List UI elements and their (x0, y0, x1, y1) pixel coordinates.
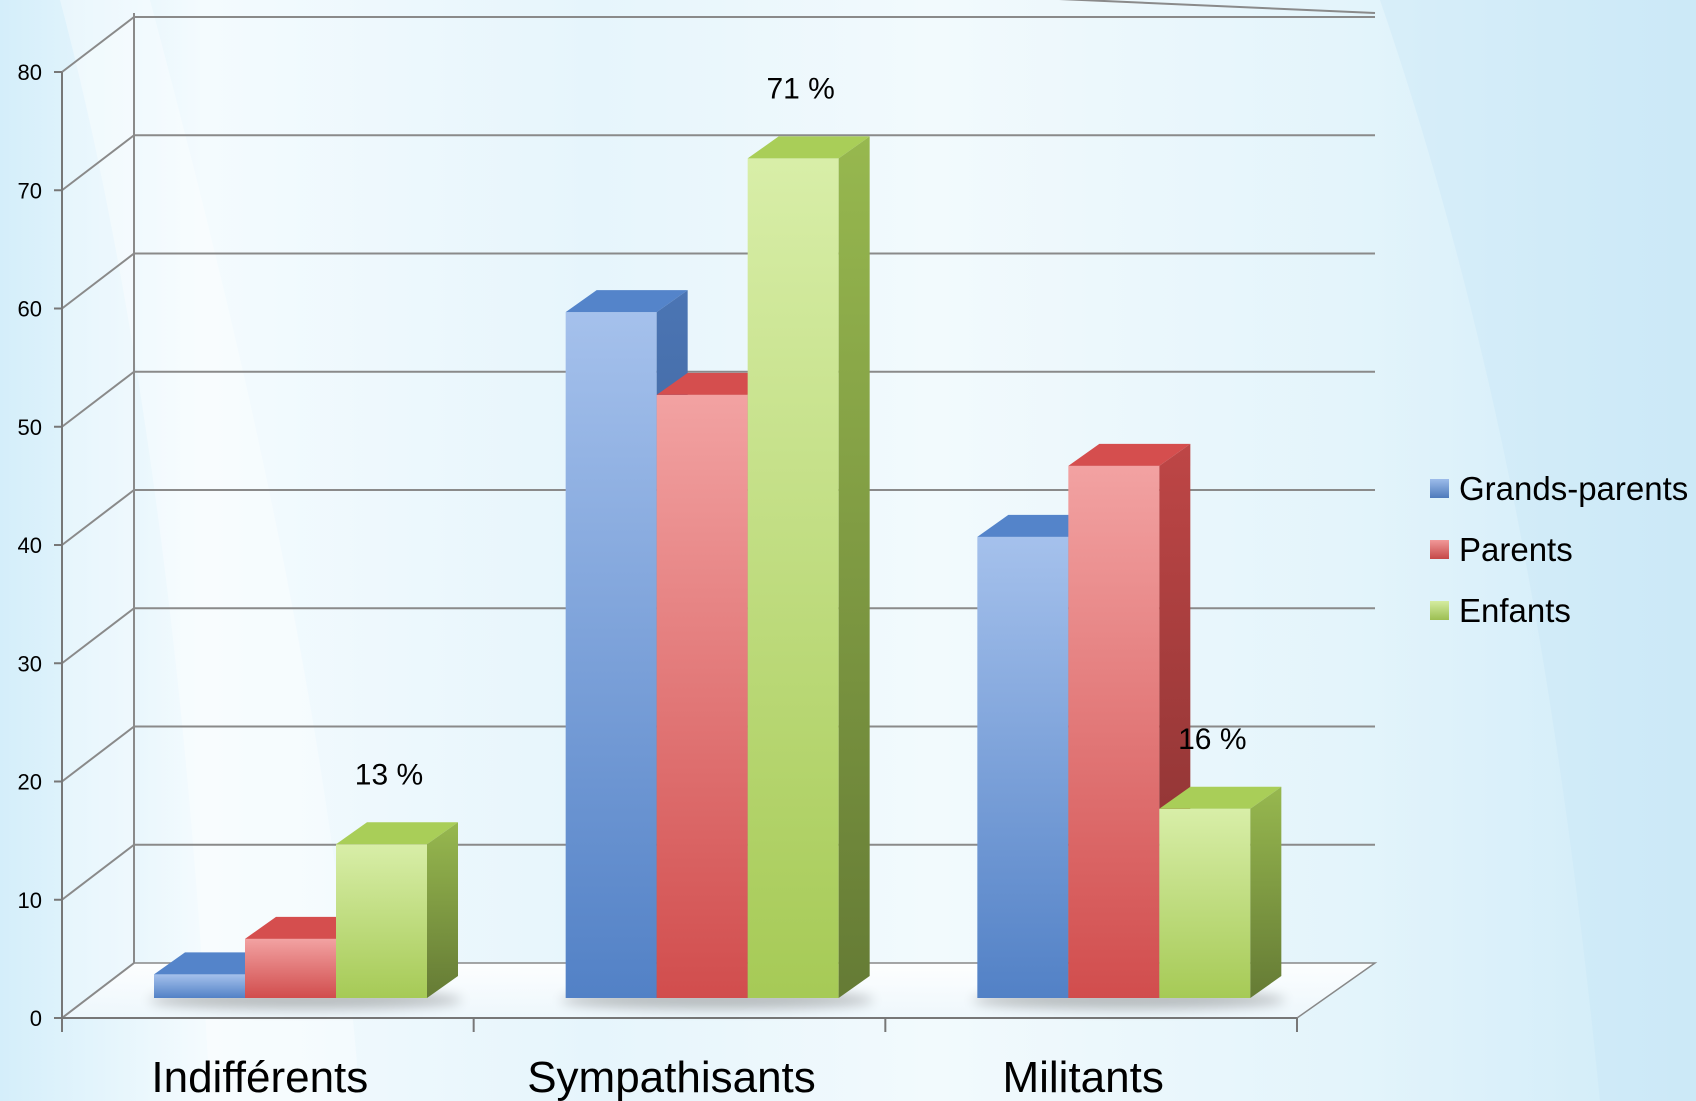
bar-front (565, 312, 657, 998)
gridline-side (61, 962, 135, 1019)
bar-front (1159, 808, 1251, 998)
bar-front (336, 844, 427, 998)
x-category-label: Sympathisants (527, 1053, 816, 1101)
bar-front (977, 536, 1069, 998)
legend-swatch (1430, 601, 1449, 620)
data-label: 16 % (1178, 723, 1246, 756)
bar-front (154, 974, 245, 998)
bar-front (245, 938, 336, 998)
legend-swatch (1430, 540, 1449, 559)
y-tick-label: 30 (18, 651, 42, 676)
bar-front (747, 158, 839, 999)
y-tick-label: 70 (18, 178, 42, 203)
gridline-side (61, 252, 135, 310)
gridline-side (61, 370, 135, 428)
gridline-side (61, 843, 135, 901)
y-axis: 0 10 20 30 40 50 60 70 80 (18, 60, 1298, 1032)
bar-side (838, 136, 870, 999)
bar (1159, 786, 1282, 998)
background-swoosh (1380, 0, 1696, 1101)
data-label: 13 % (355, 758, 423, 791)
gridline-side (61, 489, 135, 546)
bar-top (1159, 786, 1282, 809)
y-tick-label: 0 (30, 1006, 42, 1031)
legend: Grands-parents Parents Enfants (1430, 470, 1688, 629)
bar-top (336, 822, 458, 845)
y-tick-label: 10 (18, 888, 42, 913)
gridline-side (61, 725, 135, 783)
gridline (1059, 0, 1376, 14)
bar-top (565, 290, 688, 313)
bar-side (427, 822, 458, 998)
gridline-side (61, 134, 135, 192)
legend-label: Parents (1459, 531, 1573, 568)
data-label: 71 % (766, 72, 834, 105)
bar (336, 822, 458, 998)
bar-top (747, 136, 870, 159)
bar-top (1068, 443, 1191, 466)
chart-labels: Indifférents Sympathisants Militants 13 % 71… (151, 72, 1246, 1101)
legend-label: Grands-parents (1459, 470, 1688, 507)
y-tick-label: 60 (18, 297, 42, 322)
y-tick-label: 20 (18, 770, 42, 795)
y-tick-label: 40 (18, 533, 42, 558)
bar-side (1250, 786, 1282, 998)
x-category-label: Militants (1002, 1053, 1163, 1101)
y-tick-label: 80 (18, 60, 42, 85)
bar (747, 136, 870, 999)
bar-front (1068, 465, 1160, 998)
gridline-side (61, 607, 135, 665)
legend-swatch (1430, 479, 1449, 498)
gridline-side (61, 16, 135, 73)
y-tick-label: 50 (18, 415, 42, 440)
x-category-label: Indifférents (151, 1053, 368, 1101)
legend-label: Enfants (1459, 592, 1571, 629)
bar-front (656, 394, 748, 998)
chart-bars (149, 136, 1286, 1009)
